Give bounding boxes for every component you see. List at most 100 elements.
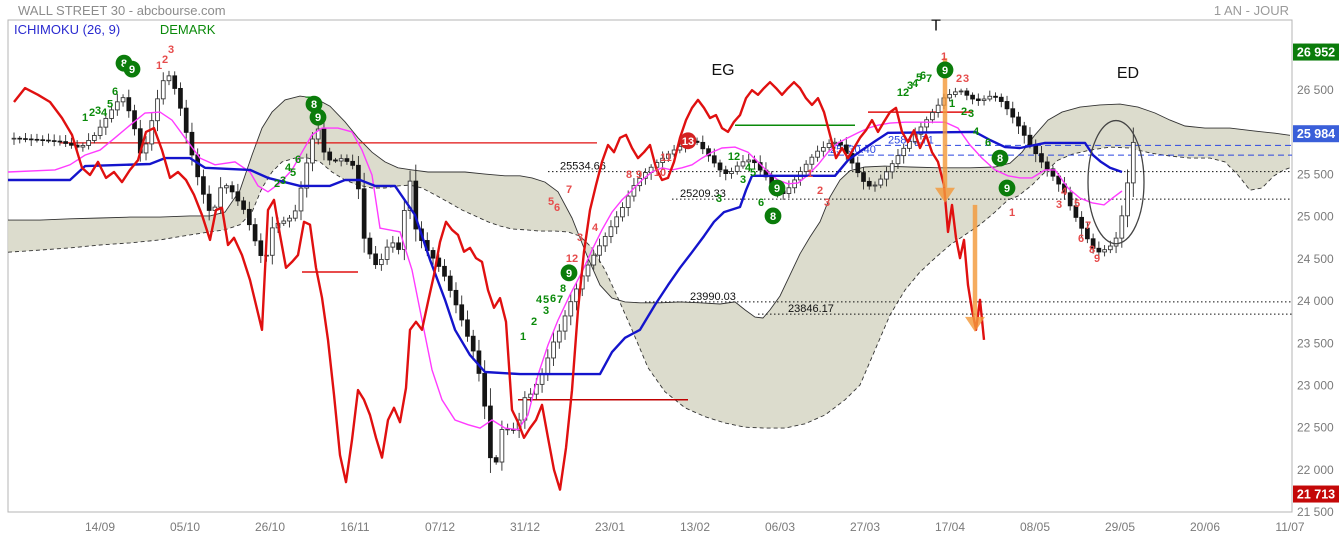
candle: [556, 330, 562, 343]
candle: [1090, 238, 1096, 249]
candle: [1079, 216, 1084, 229]
demark-count: 1: [941, 51, 947, 63]
ichimoku-cloud: [8, 96, 1290, 429]
svg-text:25 984: 25 984: [1297, 127, 1335, 141]
senkou-b-line: [8, 146, 1291, 429]
candle: [126, 97, 132, 112]
candle: [178, 87, 183, 109]
candle: [459, 304, 465, 321]
candle: [143, 143, 149, 154]
svg-text:8: 8: [311, 99, 317, 111]
demark-count: 6: [758, 197, 764, 209]
candle: [482, 372, 488, 407]
candle: [344, 158, 350, 162]
demark-count: 5: [1074, 198, 1080, 210]
demark-count: 7: [566, 184, 572, 196]
candle: [40, 139, 46, 142]
candle: [545, 357, 551, 374]
candle: [499, 429, 505, 463]
level-label: 23846.17: [788, 303, 834, 315]
demark-count: 4: [592, 222, 599, 234]
candle: [401, 210, 407, 250]
candle: [717, 162, 723, 171]
annotation-letter: ED: [1117, 65, 1139, 82]
demark-count: 6: [112, 86, 118, 98]
candle: [1067, 192, 1073, 207]
candle: [1130, 141, 1136, 184]
candle: [1085, 227, 1090, 240]
candle: [350, 160, 356, 166]
demark-count: 1: [520, 331, 526, 343]
timeframe-label: 1 AN - JOUR: [1213, 3, 1289, 18]
candle: [258, 240, 264, 256]
candle: [998, 96, 1004, 102]
demark-count: 10: [654, 167, 666, 179]
candle: [298, 187, 304, 212]
demark-count: 5: [290, 167, 296, 179]
candle: [1050, 168, 1056, 177]
candle: [201, 176, 206, 195]
demark-count: 3: [1056, 199, 1062, 211]
demark-badge: 8: [764, 207, 782, 225]
demark-badge: 8: [991, 149, 1009, 167]
y-axis-label: 23 500: [1297, 336, 1334, 350]
candle: [786, 187, 792, 195]
candle: [935, 104, 941, 113]
candle: [562, 315, 568, 332]
demark-count: 1: [807, 168, 813, 180]
demark-badge: 9: [123, 60, 141, 78]
x-axis-label: 26/10: [255, 520, 285, 534]
candle: [1027, 134, 1033, 146]
down-arrow: [935, 58, 955, 203]
candle: [470, 335, 476, 352]
y-axis-label: 21 500: [1297, 505, 1334, 519]
candle: [103, 117, 109, 128]
candle: [723, 169, 729, 174]
demark-count: 4: [745, 162, 752, 174]
candle: [1119, 215, 1125, 239]
demark-count: 2: [961, 106, 967, 118]
candle: [396, 242, 401, 250]
candle: [447, 275, 453, 291]
candle: [338, 158, 344, 162]
demark-count: 3: [907, 80, 913, 92]
candle: [987, 95, 993, 100]
candle: [975, 98, 981, 101]
down-arrow: [965, 204, 985, 332]
candle: [310, 138, 315, 164]
demark-count: 5: [916, 72, 922, 84]
candle: [442, 265, 447, 277]
svg-text:9: 9: [129, 64, 135, 76]
candle: [884, 171, 889, 180]
candle: [379, 258, 384, 266]
svg-text:8: 8: [997, 153, 1003, 165]
candle: [34, 138, 40, 141]
candle: [224, 185, 229, 189]
candle: [69, 142, 74, 146]
candle: [1021, 125, 1027, 136]
demark-count: 6: [920, 70, 926, 82]
candle: [373, 253, 378, 266]
candle: [746, 159, 752, 163]
candle: [895, 155, 901, 165]
svg-text:9: 9: [1004, 183, 1010, 195]
y-axis-label: 25 000: [1297, 210, 1334, 224]
svg-text:21 713: 21 713: [1297, 488, 1335, 502]
candle: [80, 145, 86, 148]
candle: [729, 171, 734, 174]
x-axis-label: 17/04: [935, 520, 965, 534]
candle: [218, 187, 223, 208]
price-badge: 21 713: [1293, 485, 1339, 503]
candle: [889, 163, 895, 173]
candle: [195, 154, 201, 178]
x-axis-label: 16/11: [340, 520, 369, 534]
demark-count: 9: [636, 169, 642, 181]
candle: [591, 254, 597, 266]
plot-area[interactable]: 25534.6625209.3323990.0323846.1725845.71…: [8, 44, 1292, 491]
candle: [11, 137, 17, 140]
candle: [17, 137, 23, 140]
x-axis-label: 23/01: [595, 520, 625, 534]
price-badge: 25 984: [1293, 125, 1339, 143]
candle: [1107, 245, 1113, 251]
